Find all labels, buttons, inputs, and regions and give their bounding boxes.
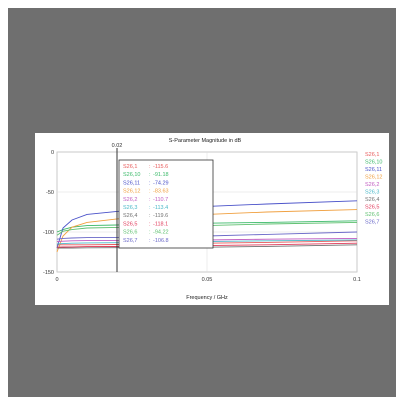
grid-lines [56, 151, 358, 273]
readout-series-name: S26,11 [123, 180, 140, 186]
readout-series-value: -83.63 [153, 189, 169, 195]
legend-entry: S26,2 [365, 182, 379, 188]
readout-series-name: S26,10 [123, 172, 140, 178]
y-tick-label: -50 [46, 190, 54, 196]
readout-series-value: -74.29 [153, 180, 169, 186]
readout-series-name: S26,4 [123, 213, 137, 219]
readout-series-value: -110.7 [153, 197, 168, 203]
readout-separator: : [149, 172, 151, 178]
plot-window: S-Parameter Magnitude in dB Frequency / … [35, 133, 389, 305]
readout-separator: : [149, 164, 151, 170]
x-tick-labels: 0 0.05 0.1 [55, 277, 360, 283]
chart-title: S-Parameter Magnitude in dB [169, 138, 242, 144]
readout-series-name: S26,3 [123, 205, 137, 211]
legend-entry: S26,5 [365, 205, 379, 211]
readout-series-value: -119.6 [153, 213, 168, 219]
legend-entry: S26,11 [365, 167, 382, 173]
y-tick-label: 0 [51, 150, 54, 156]
readout-series-value: -115.6 [153, 164, 168, 170]
readout-series-name: S26,2 [123, 197, 137, 203]
readout-separator: : [149, 213, 151, 219]
readout-separator: : [149, 205, 151, 211]
y-tick-label: -100 [43, 230, 54, 236]
legend-entry: S26,3 [365, 190, 379, 196]
legend-entry: S26,10 [365, 160, 382, 166]
legend-entry: S26,7 [365, 220, 379, 226]
y-tick-label: -150 [43, 270, 54, 276]
x-tick-label: 0.1 [353, 277, 361, 283]
readout-separator: : [149, 230, 151, 236]
readout-series-value: -118.1 [153, 221, 168, 227]
readout-series-name: S26,1 [123, 164, 137, 170]
readout-separator: : [149, 180, 151, 186]
s-parameter-chart[interactable]: S-Parameter Magnitude in dB Frequency / … [35, 133, 389, 305]
readout-series-name: S26,7 [123, 238, 137, 244]
readout-separator: : [149, 238, 151, 244]
marker-cursor[interactable]: 0.02 [112, 143, 123, 272]
readout-series-name: S26,6 [123, 230, 137, 236]
legend-entry: S26,4 [365, 197, 379, 203]
legend-entry: S26,6 [365, 212, 379, 218]
legend-entry: S26,1 [365, 152, 379, 158]
marker-x-label: 0.02 [112, 143, 123, 149]
x-tick-label: 0 [55, 277, 58, 283]
readout-series-value: -94.22 [153, 230, 169, 236]
readout-separator: : [149, 189, 151, 195]
readout-series-value: -91.18 [153, 172, 169, 178]
x-axis-label: Frequency / GHz [186, 295, 228, 301]
readout-series-value: -106.8 [153, 238, 169, 244]
readout-series-name: S26,12 [123, 189, 140, 195]
legend-entry: S26,12 [365, 175, 382, 181]
y-tick-labels: 0 -50 -100 -150 [43, 150, 54, 276]
readout-series-value: -113.4 [153, 205, 168, 211]
image-viewer-backdrop: S-Parameter Magnitude in dB Frequency / … [8, 8, 396, 397]
x-tick-label: 0.05 [202, 277, 213, 283]
readout-separator: : [149, 221, 151, 227]
readout-box-frame [118, 159, 214, 249]
readout-separator: : [149, 197, 151, 203]
readout-series-name: S26,5 [123, 221, 137, 227]
